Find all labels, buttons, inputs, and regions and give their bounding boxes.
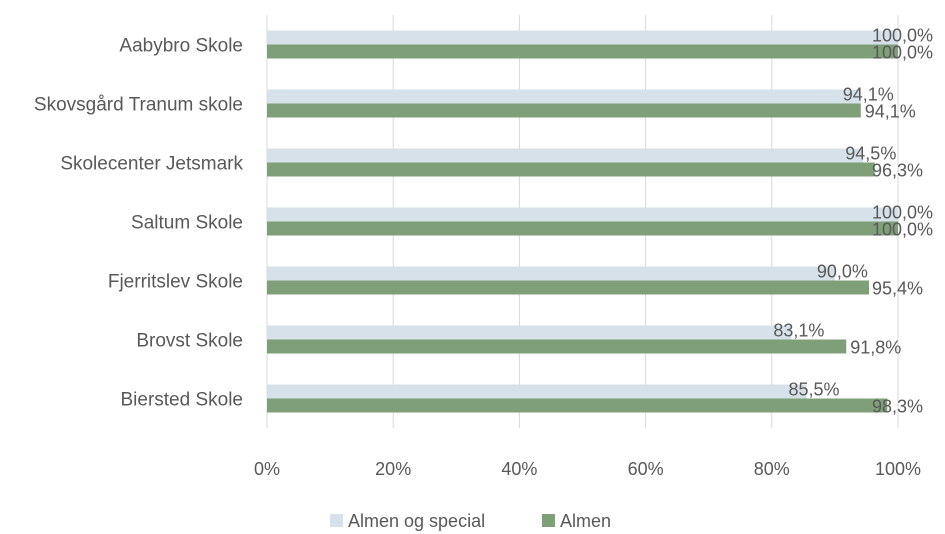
x-tick-label: 60% bbox=[628, 459, 664, 479]
category-label: Biersted Skole bbox=[120, 390, 243, 411]
x-tick-label: 100% bbox=[875, 459, 921, 479]
bar bbox=[267, 221, 898, 236]
x-tick-label: 20% bbox=[375, 459, 411, 479]
category-label: Saltum Skole bbox=[131, 213, 243, 234]
data-label: 96,3% bbox=[872, 161, 923, 181]
bar bbox=[267, 89, 861, 104]
category-label: Skovsgård Tranum skole bbox=[34, 95, 243, 116]
category-label: Fjerritslev Skole bbox=[108, 272, 243, 293]
bar bbox=[267, 280, 869, 295]
value-axis: 0% 20% 40% 60% 80% 100% bbox=[254, 459, 921, 479]
x-tick-label: 40% bbox=[501, 459, 537, 479]
data-label: 100,0% bbox=[872, 43, 933, 63]
bar bbox=[267, 162, 875, 177]
x-tick-label: 0% bbox=[254, 459, 280, 479]
data-labels: 100,0%100,0%94,1%94,1%94,5%96,3%100,0%10… bbox=[773, 26, 933, 417]
legend-swatch bbox=[542, 514, 555, 527]
bars bbox=[267, 30, 898, 413]
data-label: 100,0% bbox=[872, 26, 933, 46]
bar bbox=[267, 103, 861, 118]
bar bbox=[267, 384, 807, 399]
data-label: 95,4% bbox=[872, 279, 923, 299]
category-axis: Aabybro Skole Skovsgård Tranum skole Skole… bbox=[34, 36, 244, 411]
data-label: 90,0% bbox=[817, 262, 868, 282]
bar bbox=[267, 266, 835, 281]
bar bbox=[267, 44, 898, 59]
data-label: 85,5% bbox=[789, 380, 840, 400]
data-label: 91,8% bbox=[850, 338, 901, 358]
data-label: 94,1% bbox=[843, 85, 894, 105]
category-label: Skolecenter Jetsmark bbox=[60, 154, 243, 175]
x-tick-label: 80% bbox=[754, 459, 790, 479]
bar bbox=[267, 339, 847, 354]
data-label: 100,0% bbox=[872, 203, 933, 223]
legend: Almen og special Almen bbox=[330, 511, 611, 531]
category-label: Aabybro Skole bbox=[119, 36, 243, 57]
bar bbox=[267, 148, 864, 163]
bar bbox=[267, 325, 792, 340]
data-label: 94,5% bbox=[845, 144, 896, 164]
data-label: 83,1% bbox=[773, 321, 824, 341]
legend-label: Almen og special bbox=[348, 511, 485, 531]
data-label: 94,1% bbox=[865, 102, 916, 122]
bar bbox=[267, 207, 898, 222]
category-label: Brovst Skole bbox=[136, 331, 243, 352]
data-label: 100,0% bbox=[872, 220, 933, 240]
legend-swatch bbox=[330, 514, 343, 527]
data-label: 98,3% bbox=[872, 397, 923, 417]
legend-label: Almen bbox=[560, 511, 611, 531]
bar bbox=[267, 398, 888, 413]
bar bbox=[267, 30, 898, 45]
